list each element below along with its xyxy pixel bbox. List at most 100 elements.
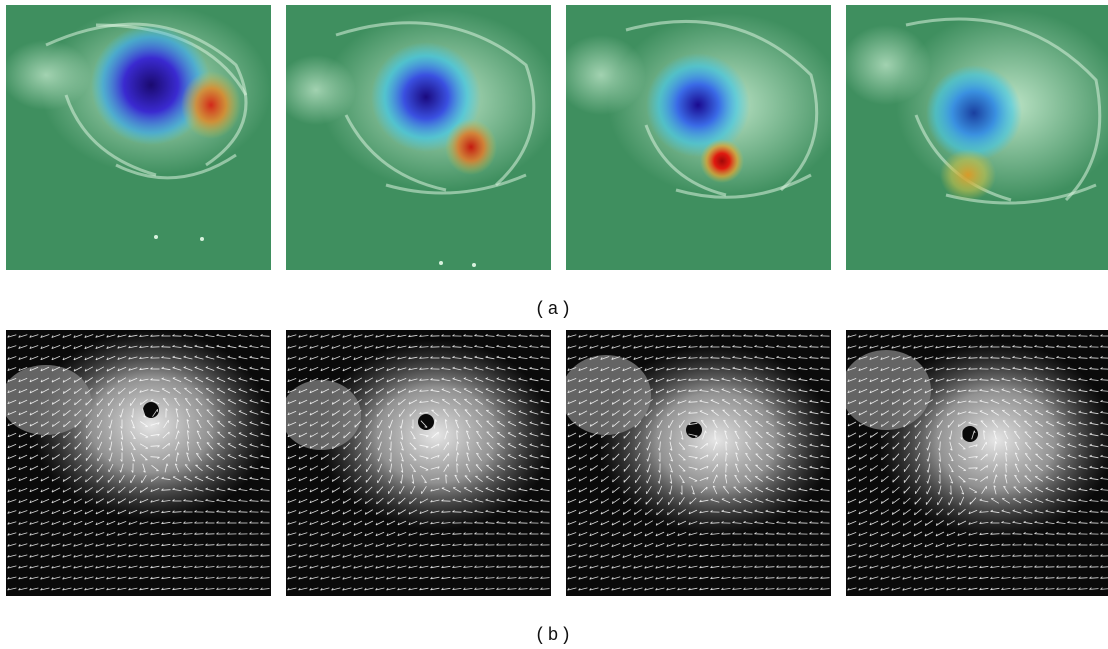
vector-arrow xyxy=(880,520,890,526)
vector-arrow-head xyxy=(1045,498,1049,501)
vector-arrow xyxy=(1024,453,1032,461)
vector-arrow xyxy=(892,453,900,461)
vector-arrow xyxy=(957,335,967,337)
vector-arrow-head xyxy=(320,423,323,427)
vector-arrow-head xyxy=(1023,388,1027,390)
vector-arrow-head xyxy=(464,475,468,477)
vector-arrow-head xyxy=(938,481,941,484)
vector-arrow xyxy=(128,543,138,547)
vector-arrow-head xyxy=(342,555,345,558)
vector-arrow xyxy=(723,420,729,428)
vector-arrow xyxy=(666,520,676,526)
vector-arrow-head xyxy=(1100,465,1103,468)
vector-arrow-head xyxy=(754,576,757,579)
vector-arrow xyxy=(85,464,93,472)
caption-b: (b) xyxy=(534,626,574,646)
vector-arrow-head xyxy=(809,399,812,402)
vector-arrow xyxy=(73,498,83,504)
vector-arrow xyxy=(298,410,308,416)
vector-arrow xyxy=(949,430,953,440)
vector-arrow xyxy=(364,554,374,558)
vector-arrow-head xyxy=(540,388,543,391)
vector-arrow xyxy=(721,498,731,504)
vector-arrow xyxy=(968,456,978,458)
vector-arrow xyxy=(858,454,868,460)
vector-arrow-head xyxy=(18,554,21,558)
vector-arrow-head xyxy=(540,498,543,502)
vector-arrow-head xyxy=(765,355,768,358)
vector-arrow xyxy=(578,356,588,360)
vector-arrow-head xyxy=(132,426,135,429)
vector-arrow xyxy=(375,554,385,558)
vector-arrow xyxy=(150,576,160,580)
vector-arrow xyxy=(18,499,28,503)
vector-arrow-head xyxy=(644,334,647,338)
vector-arrow xyxy=(677,389,687,393)
vector-arrow xyxy=(820,577,830,579)
vector-arrow-head xyxy=(441,355,444,359)
vector-arrow-head xyxy=(957,544,960,547)
vector-arrow-head xyxy=(108,425,111,429)
vector-arrow xyxy=(238,489,248,491)
vector-arrow xyxy=(106,509,116,515)
vector-arrow xyxy=(820,401,830,403)
vector-arrow xyxy=(63,442,71,450)
vector-arrow xyxy=(968,478,978,480)
vector-arrow-head xyxy=(957,356,960,359)
vector-arrow-head xyxy=(29,434,32,438)
vector-arrow xyxy=(507,454,517,460)
vector-arrow xyxy=(84,509,94,515)
vector-arrow-head xyxy=(430,587,433,591)
vector-arrow xyxy=(600,509,610,515)
vector-arrow-head xyxy=(452,565,455,568)
vector-arrow-head xyxy=(464,409,468,411)
vector-arrow xyxy=(309,366,319,372)
vector-arrow xyxy=(463,511,473,513)
vector-arrow-head xyxy=(320,412,323,416)
vector-arrow-head xyxy=(1100,345,1103,348)
vector-arrow-head xyxy=(721,565,724,568)
vector-arrow-head xyxy=(645,402,647,405)
vector-arrow-head xyxy=(1056,465,1060,467)
vector-arrow-head xyxy=(710,510,713,513)
vector-arrow xyxy=(1078,444,1088,448)
vector-arrow xyxy=(699,400,709,404)
vector-arrow xyxy=(644,542,654,548)
vector-arrow-head xyxy=(913,555,916,558)
vector-arrow xyxy=(287,432,297,438)
vector-arrow-head xyxy=(1056,366,1059,369)
vector-arrow-head xyxy=(454,474,458,477)
vector-arrow-head xyxy=(902,555,905,558)
vector-arrow xyxy=(332,476,340,482)
vector-arrow-head xyxy=(600,555,603,558)
vector-arrow-head xyxy=(611,401,614,405)
vector-arrow xyxy=(29,476,39,482)
vector-arrow xyxy=(567,576,577,580)
vector-arrow-head xyxy=(1034,344,1037,347)
vector-arrow-head xyxy=(1014,463,1018,466)
vector-arrow-head xyxy=(128,334,131,338)
vector-arrow-head xyxy=(820,421,823,424)
vector-arrow-head xyxy=(309,346,312,349)
vector-arrow xyxy=(419,465,429,471)
vector-arrow xyxy=(787,511,797,513)
vector-arrow xyxy=(376,486,384,494)
vector-arrow-head xyxy=(18,543,21,547)
vector-arrow-head xyxy=(600,511,603,515)
vector-arrow xyxy=(106,543,116,547)
vector-arrow xyxy=(332,420,340,428)
vector-arrow-head xyxy=(935,390,938,393)
vector-arrow xyxy=(172,544,182,546)
heatmap-image-1 xyxy=(6,5,271,270)
vector-arrow-head xyxy=(634,512,636,515)
vector-arrow-head xyxy=(655,368,658,371)
vector-arrow xyxy=(1067,466,1077,470)
vector-arrow xyxy=(540,489,550,491)
vector-arrow xyxy=(118,387,126,395)
vector-arrow-head xyxy=(298,335,301,338)
vector-arrow xyxy=(754,499,764,503)
vector-arrow xyxy=(1034,510,1044,514)
vector-arrow xyxy=(798,511,808,513)
vector-arrow xyxy=(342,543,352,547)
vector-arrow xyxy=(600,565,610,569)
